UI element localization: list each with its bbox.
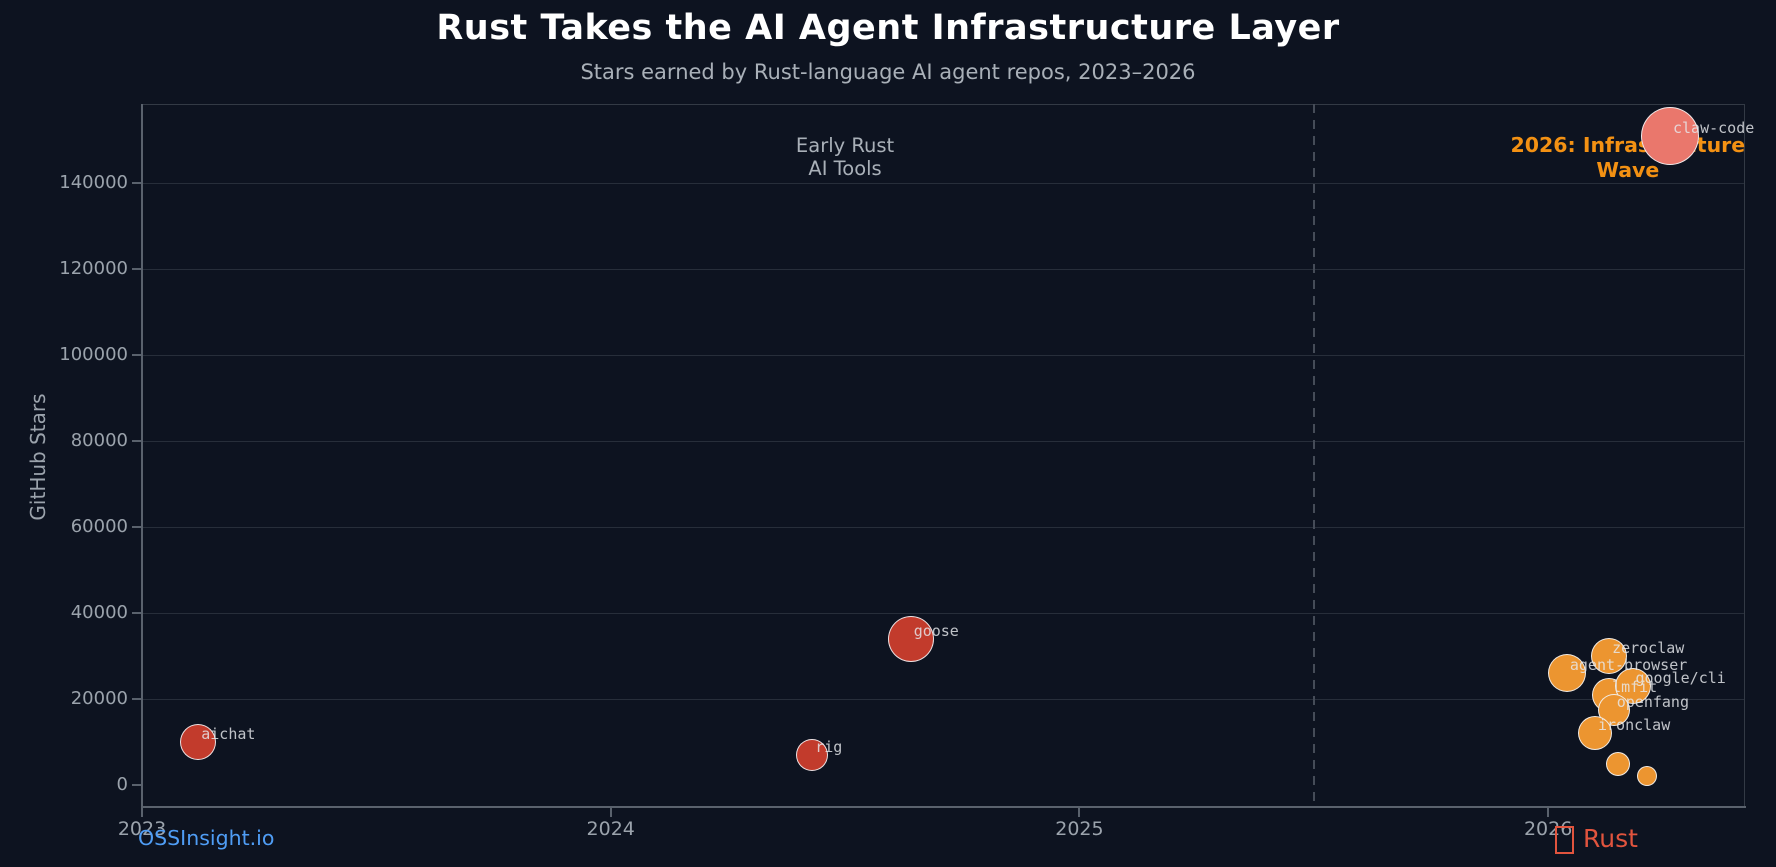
y-tick-mark — [132, 354, 141, 357]
bubble-label-aichat: aichat — [201, 725, 256, 744]
annotation-line: Wave — [1596, 157, 1660, 182]
rust-watermark-label: Rust — [1583, 824, 1638, 853]
y-tick-mark — [132, 612, 141, 615]
era-divider-dashed-line — [1312, 104, 1315, 807]
y-tick-label: 80000 — [70, 430, 128, 452]
bubble-label-agent-browser: agent-browser — [1569, 656, 1688, 675]
x-axis-spine — [141, 806, 1746, 808]
gridline — [143, 268, 1744, 270]
y-tick-label: 0 — [116, 774, 128, 796]
bubble-label-openfang: openfang — [1616, 692, 1689, 711]
x-tick-label: 2025 — [1055, 818, 1104, 840]
y-tick-label: 140000 — [59, 172, 128, 194]
bubble-zeroclaw — [1591, 638, 1628, 675]
y-tick-mark — [132, 526, 141, 529]
bubble-aichat — [180, 724, 217, 761]
x-tick-label: 2024 — [586, 818, 635, 840]
gridline — [143, 440, 1744, 442]
y-tick-mark — [132, 268, 141, 271]
x-tick-mark — [141, 808, 143, 817]
annotation-line: AI Tools — [808, 157, 882, 181]
bubble-agent-browser — [1547, 654, 1586, 693]
y-tick-mark — [132, 784, 141, 787]
x-tick-mark — [1078, 808, 1081, 817]
annotation-line: Early Rust — [795, 134, 895, 158]
bubble-label-lmfit: lmfit — [1612, 677, 1658, 696]
annotation-early-rust-ai-tools: Early Rust AI Tools — [796, 134, 894, 180]
gridline — [143, 526, 1744, 528]
y-tick-label: 20000 — [70, 688, 128, 710]
gridline — [143, 612, 1744, 614]
x-tick-mark — [609, 808, 612, 817]
chart-subtitle: Stars earned by Rust-language AI agent r… — [580, 60, 1196, 84]
bubble-label-rig: rig — [815, 737, 843, 756]
bubble-label-google-cli: google/cli — [1635, 669, 1726, 688]
y-tick-mark — [132, 698, 141, 701]
bubble-rig — [796, 738, 829, 771]
y-axis-spine — [141, 104, 143, 808]
y-tick-label: 60000 — [70, 516, 128, 538]
x-tick-label: 2026 — [1523, 818, 1573, 840]
bubble-label-ironclaw: ironclaw — [1598, 716, 1671, 735]
bubble-label-zeroclaw: zeroclaw — [1612, 639, 1685, 658]
annotation-2026-infrastructure-wave: 2026: Infrastructure Wave — [1510, 133, 1745, 181]
gridline — [143, 698, 1744, 700]
y-tick-label: 120000 — [59, 258, 128, 280]
plot-border — [142, 104, 1745, 807]
y-axis-label: GitHub Stars — [26, 393, 50, 521]
x-tick-label: 2023 — [117, 818, 167, 840]
bubble-ironclaw — [1578, 716, 1612, 751]
bubble-label-claw-code: claw-code — [1673, 118, 1755, 137]
ossinsight-link[interactable]: OSSInsight.io — [138, 826, 275, 850]
rust-watermark: Rust — [1555, 823, 1638, 854]
chart-title: Rust Takes the AI Agent Infrastructure L… — [436, 8, 1340, 48]
gridline — [143, 354, 1744, 356]
bubble-label-goose: goose — [913, 621, 959, 640]
x-tick-mark — [1547, 808, 1550, 817]
crab-icon — [1555, 826, 1574, 854]
bubble-goose — [887, 615, 934, 662]
y-tick-label: 100000 — [59, 344, 128, 366]
bubble-unlabeled-small-2 — [1636, 766, 1657, 787]
y-tick-label: 40000 — [70, 602, 128, 624]
annotation-line: 2026: Infrastructure — [1510, 133, 1746, 158]
y-tick-mark — [132, 440, 141, 443]
y-tick-mark — [132, 182, 141, 185]
gridline — [143, 182, 1744, 184]
bubble-claw-code — [1641, 106, 1699, 165]
bubble-unlabeled-small-1 — [1606, 751, 1631, 776]
